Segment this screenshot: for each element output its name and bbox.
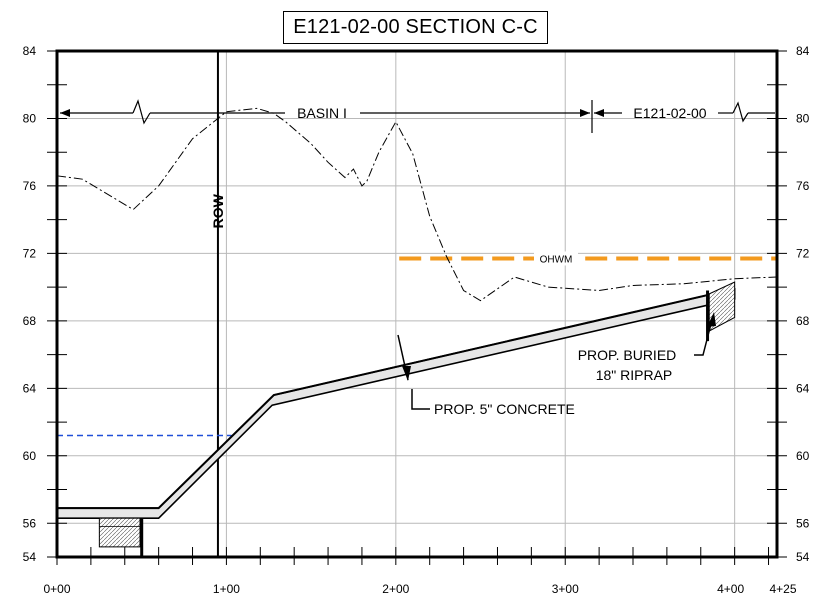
x-tick-label: 3+00 <box>552 582 579 596</box>
x-tick-label: 0+00 <box>43 582 70 596</box>
arrowhead-left <box>60 109 70 117</box>
basin-label: BASIN I <box>297 105 347 121</box>
arrowhead-right <box>580 109 590 117</box>
section-title: E121-02-00 SECTION C-C <box>283 11 548 44</box>
concrete-label: PROP. 5" CONCRETE <box>434 401 575 417</box>
riprap-toe-block <box>98 517 141 548</box>
break-symbol <box>132 99 151 125</box>
x-tick-label: 4+25 <box>769 582 796 596</box>
y-tick-label-left: 64 <box>23 381 37 395</box>
y-tick-label-right: 72 <box>796 246 810 260</box>
y-tick-label-right: 64 <box>796 381 810 395</box>
x-tick-label: 2+00 <box>382 582 409 596</box>
riprap-label-line1: PROP. BURIED <box>578 347 677 363</box>
concrete-leader <box>411 389 430 410</box>
row-label: ROW <box>210 193 226 228</box>
axis-labels: 84 84 80 80 76 76 72 72 68 68 64 64 60 60 56 56 54 54 0+00… <box>23 44 810 596</box>
y-tick-label-left: 72 <box>23 246 37 260</box>
y-tick-label-left: 84 <box>23 44 37 58</box>
y-tick-label-left: 54 <box>23 550 37 564</box>
y-tick-label-left: 60 <box>23 449 37 463</box>
ohwm-label-bg <box>534 251 578 266</box>
y-tick-label-left: 56 <box>23 516 37 530</box>
y-tick-label-left: 80 <box>23 111 37 125</box>
y-tick-label-right: 76 <box>796 179 810 193</box>
x-tick-label: 4+00 <box>717 582 744 596</box>
concrete-arrowhead <box>402 366 411 381</box>
riprap-label-line2: 18" RIPRAP <box>596 367 673 383</box>
riprap-block <box>708 281 736 332</box>
y-tick-label-right: 68 <box>796 314 810 328</box>
y-tick-label-left: 68 <box>23 314 37 328</box>
break-symbol-right <box>732 101 749 123</box>
y-tick-label-right: 54 <box>796 550 810 564</box>
section-id-label: E121-02-00 <box>633 105 706 121</box>
riprap-leader <box>694 319 713 356</box>
plot-frame <box>55 49 779 559</box>
y-tick-label-right: 84 <box>796 44 810 58</box>
concrete-top-line <box>57 287 735 510</box>
x-tick-label: 1+00 <box>213 582 240 596</box>
existing-ground-line <box>56 107 778 302</box>
drawing-content: ROW OHWM BASIN I E121-02-00 PROP. 5" CONCRET… <box>56 51 778 557</box>
ohwm-label: OHWM <box>540 254 573 265</box>
y-tick-label-right: 80 <box>796 111 810 125</box>
riprap-arrowhead <box>707 312 716 327</box>
y-tick-label-right: 56 <box>796 516 810 530</box>
y-tick-label-left: 76 <box>23 179 37 193</box>
y-tick-label-right: 60 <box>796 449 810 463</box>
